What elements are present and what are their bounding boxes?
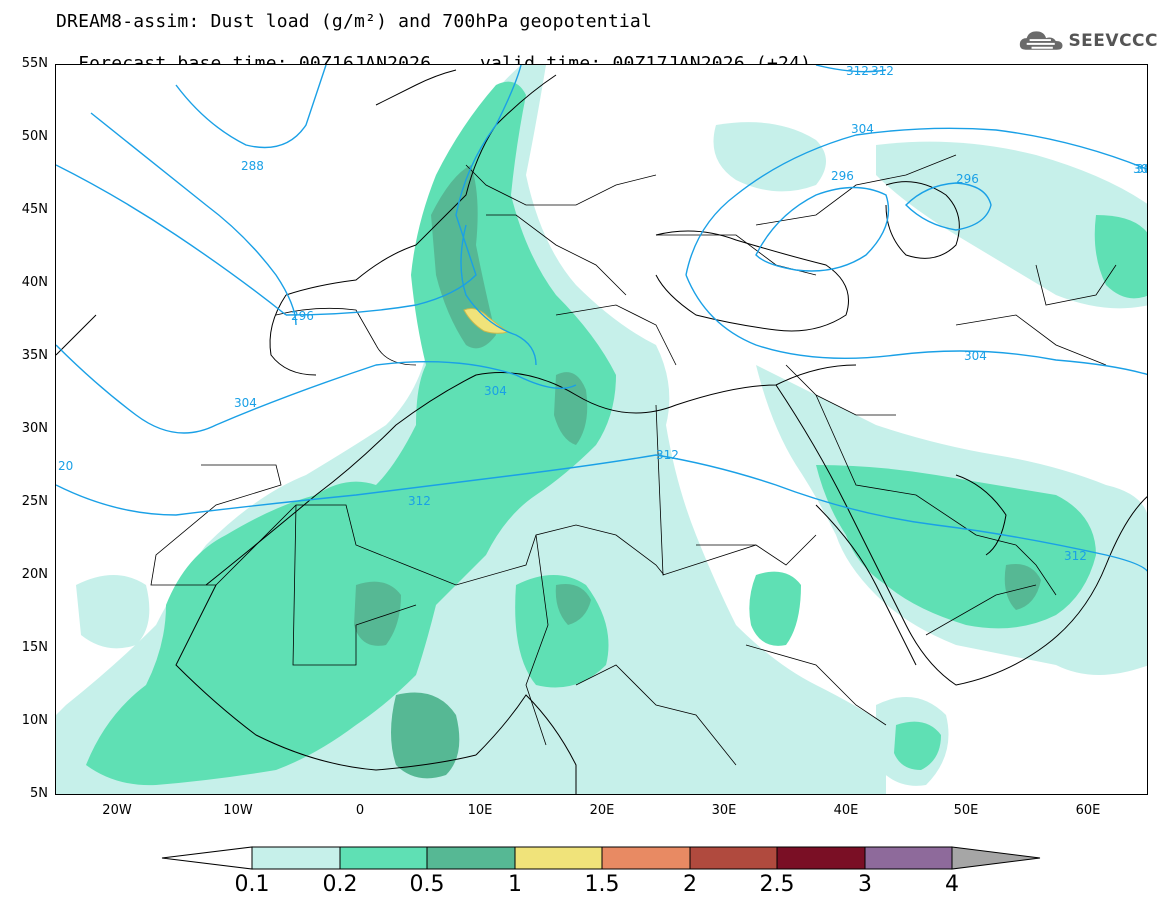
contour-label: 312: [656, 448, 679, 462]
logo-text: SEEVCCC: [1068, 31, 1158, 51]
contour-label: 312: [846, 65, 869, 78]
lon-label: 10W: [223, 803, 253, 818]
colorbar-tick-label: 2: [683, 872, 697, 897]
contour-label: 304: [964, 349, 987, 363]
colorbar-tick-label: 0.1: [234, 872, 270, 897]
colorbar-tick-label: 0.5: [409, 872, 445, 897]
lat-label: 45N: [21, 202, 48, 217]
country-borders: [150, 154, 1117, 766]
colorbar: [161, 846, 1041, 870]
lon-label: 20E: [589, 803, 615, 818]
seevccc-logo: SEEVCCC: [1018, 28, 1158, 54]
colorbar-bin: [601, 846, 691, 870]
lat-label: 55N: [21, 56, 48, 71]
colorbar-bin: [251, 846, 341, 870]
lon-label: 10E: [467, 803, 493, 818]
lon-label: 20W: [102, 803, 132, 818]
lat-label: 5N: [30, 786, 48, 801]
contour-label: 20: [58, 459, 73, 473]
dust-map: 288 296 296 296 304 304 304 304 304 312 …: [56, 65, 1148, 794]
lon-label: 30E: [711, 803, 737, 818]
contour-label: 312: [408, 494, 431, 508]
colorbar-tick-label: 0.2: [322, 872, 358, 897]
contour-label: 30: [1133, 162, 1148, 176]
contour-label: 296: [291, 309, 314, 323]
colorbar-tick-label: 1: [508, 872, 522, 897]
contour-label: 304: [1136, 162, 1148, 176]
contour-label: 304: [851, 122, 874, 136]
contour-label: 296: [831, 169, 854, 183]
lon-label: 50E: [953, 803, 979, 818]
colorbar-left-arrow: [161, 846, 253, 870]
contour-label: 288: [241, 159, 264, 173]
lon-label: 60E: [1075, 803, 1101, 818]
lat-label: 25N: [21, 494, 48, 509]
map-title: DREAM8-assim: Dust load (g/m²) and 700hP…: [56, 11, 652, 32]
lat-label: 20N: [21, 567, 48, 582]
contour-label: 296: [956, 172, 979, 186]
colorbar-bin: [339, 846, 428, 870]
contour-labels: 288 296 296 296 304 304 304 304 304 312 …: [58, 65, 1148, 563]
map-area[interactable]: 288 296 296 296 304 304 304 304 304 312 …: [55, 64, 1148, 795]
colorbar-tick-label: 1.5: [584, 872, 620, 897]
contour-label: 304: [484, 384, 507, 398]
lat-label: 30N: [21, 421, 48, 436]
colorbar-bin: [689, 846, 778, 870]
lon-label: 0: [355, 803, 365, 818]
colorbar-right-arrow: [951, 846, 1041, 870]
colorbar-tick-label: 3: [858, 872, 872, 897]
lat-label: 15N: [21, 640, 48, 655]
colorbar-tick-label: 4: [945, 872, 959, 897]
lat-label: 50N: [21, 129, 48, 144]
lat-label: 40N: [21, 275, 48, 290]
colorbar-bin: [864, 846, 953, 870]
geopotential-contours: [56, 65, 1147, 572]
contour-label: 304: [234, 396, 257, 410]
coastlines: [56, 69, 1147, 794]
lat-label: 35N: [21, 348, 48, 363]
contour-label: 312: [1064, 549, 1087, 563]
dust-layer-high: [354, 165, 1041, 779]
lon-label: 40E: [833, 803, 859, 818]
colorbar-bin: [426, 846, 516, 870]
cloud-icon: [1019, 31, 1063, 50]
lat-label: 10N: [21, 713, 48, 728]
colorbar-bin: [514, 846, 603, 870]
colorbar-bin: [776, 846, 866, 870]
contour-label: 312: [871, 65, 894, 78]
colorbar-tick-label: 2.5: [759, 872, 795, 897]
